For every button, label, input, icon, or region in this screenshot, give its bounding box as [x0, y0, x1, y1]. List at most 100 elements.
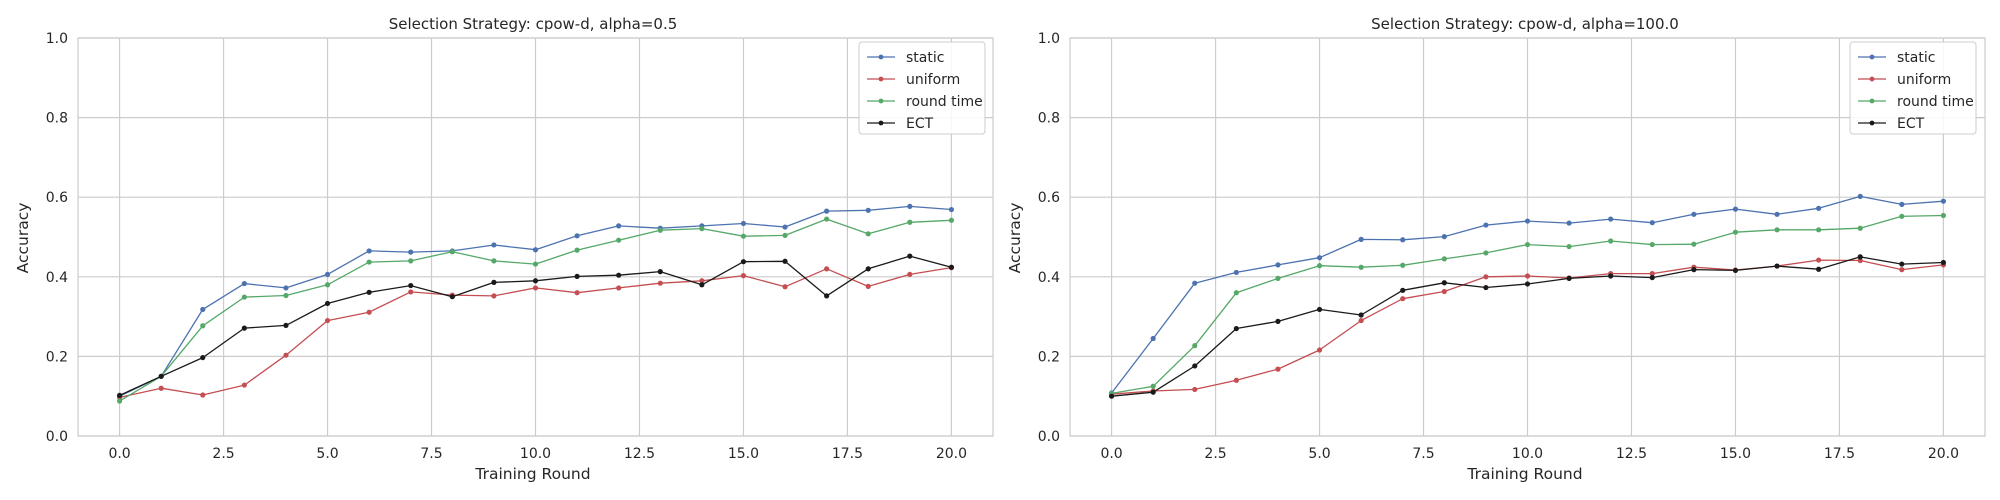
data-point-ect	[1816, 266, 1822, 272]
data-point-round-time	[116, 398, 123, 404]
data-point-static	[241, 280, 247, 287]
data-point-uniform	[1275, 366, 1281, 372]
data-point-round-time	[907, 219, 913, 225]
data-point-round-time	[1441, 256, 1447, 262]
legend-marker-uniform	[878, 76, 884, 82]
data-point-round-time	[491, 258, 497, 264]
data-point-round-time	[1275, 275, 1281, 281]
data-point-round-time	[1192, 343, 1198, 349]
legend-label-ect: ECT	[1897, 116, 1925, 132]
x-tick-label: 10.0	[520, 446, 551, 462]
data-point-static	[1649, 220, 1655, 226]
data-point-ect	[616, 272, 622, 278]
data-point-round-time	[1691, 241, 1697, 247]
legend-item-round-time: round time	[1858, 94, 1974, 110]
data-point-static	[1233, 269, 1239, 276]
data-point-ect	[200, 354, 206, 361]
data-point-static	[1316, 255, 1323, 261]
data-point-round-time	[1899, 213, 1905, 219]
data-point-ect	[491, 279, 497, 285]
x-tick-label: 15.0	[1720, 446, 1751, 462]
data-point-uniform	[574, 290, 580, 296]
data-point-round-time	[1566, 243, 1572, 250]
data-point-ect	[824, 293, 830, 299]
legend-label-round-time: round time	[906, 94, 983, 110]
data-point-round-time	[366, 259, 372, 265]
legend-marker-static	[1869, 54, 1875, 60]
legend-marker-round-time	[878, 98, 884, 104]
legend-label-static: static	[1897, 50, 1935, 66]
plot-area: 0.0 0.2 0.4 0.6 0.8 1.0 0.0 2.5 5.0 7.5 10.0 12.5 15…	[46, 31, 994, 462]
data-point-round-time	[1316, 263, 1323, 269]
x-tick-label: 12.5	[1616, 446, 1647, 462]
series-round-time	[116, 216, 955, 404]
data-point-round-time	[865, 231, 871, 237]
data-point-static	[1691, 211, 1697, 217]
legend-marker-static	[878, 54, 884, 60]
data-point-static	[1899, 201, 1905, 207]
y-tick-label: 0.0	[46, 429, 68, 445]
data-point-ect	[574, 273, 580, 280]
data-point-ect	[1483, 284, 1489, 291]
data-point-round-time	[200, 323, 206, 329]
y-axis-label: Accuracy	[1006, 203, 1024, 274]
data-point-ect	[948, 264, 955, 270]
data-point-round-time	[1649, 241, 1655, 248]
y-tick-label: 1.0	[46, 31, 68, 47]
legend-item-ect: ECT	[867, 116, 934, 132]
data-point-uniform	[366, 309, 372, 315]
data-point-static	[1150, 335, 1156, 342]
data-point-ect	[408, 282, 414, 289]
data-point-uniform	[532, 285, 539, 291]
data-point-uniform	[1816, 257, 1822, 263]
x-tick-label: 17.5	[832, 446, 863, 462]
legend: static uniform round time ECT	[858, 41, 986, 135]
data-point-static	[740, 220, 747, 227]
data-point-uniform	[1524, 273, 1531, 279]
data-point-static	[824, 208, 830, 214]
data-point-static	[491, 242, 497, 248]
data-point-uniform	[1483, 274, 1489, 280]
data-point-ect	[1150, 389, 1156, 395]
x-axis-label: Training Round	[474, 465, 590, 483]
data-point-uniform	[699, 278, 705, 284]
data-point-ect	[740, 259, 747, 265]
data-point-round-time	[283, 292, 289, 299]
data-point-ect	[1608, 273, 1614, 279]
axes-frame	[77, 37, 994, 437]
y-tick-label: 0.2	[46, 349, 68, 365]
data-point-static	[1275, 262, 1281, 268]
data-point-ect	[1233, 325, 1239, 332]
x-tick-label: 0.0	[108, 446, 130, 462]
x-tick-label: 5.0	[1308, 446, 1330, 462]
data-point-static	[1732, 206, 1739, 212]
legend-box	[1849, 41, 1977, 135]
legend-marker-ect	[1869, 120, 1875, 126]
data-point-static	[1940, 198, 1947, 204]
data-point-static	[907, 203, 913, 209]
legend-item-round-time: round time	[867, 94, 983, 110]
data-point-ect	[1857, 254, 1863, 260]
data-point-uniform	[1649, 271, 1655, 277]
data-point-static	[1483, 222, 1489, 228]
series-static	[1108, 193, 1947, 396]
data-point-static	[283, 285, 289, 291]
data-point-uniform	[408, 289, 414, 295]
data-point-static	[532, 247, 539, 253]
y-tick-label: 0.6	[1038, 190, 1060, 206]
x-tick-label: 7.5	[1412, 446, 1434, 462]
data-point-static	[1441, 234, 1447, 240]
x-axis-label: Training Round	[1466, 465, 1582, 483]
y-tick-label: 1.0	[1038, 31, 1060, 47]
y-tick-label: 0.0	[1038, 429, 1060, 445]
series-ect	[1108, 254, 1947, 399]
legend-item-static: static	[1858, 50, 1935, 66]
data-point-static	[616, 223, 622, 229]
data-point-round-time	[1483, 250, 1489, 256]
x-tick-label: 5.0	[316, 446, 338, 462]
data-point-uniform	[200, 392, 206, 398]
data-point-static	[1400, 237, 1406, 243]
legend-marker-uniform	[1869, 76, 1875, 82]
data-point-ect	[1899, 261, 1905, 267]
data-point-uniform	[1233, 377, 1239, 383]
